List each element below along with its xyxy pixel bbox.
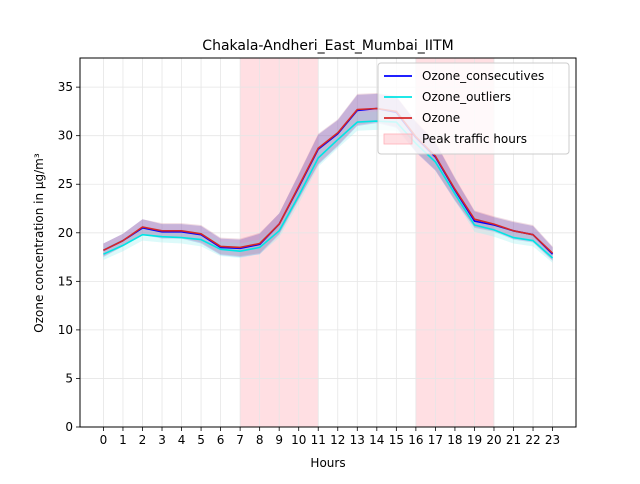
x-tick-label: 7 (236, 433, 244, 447)
y-tick-label: 10 (58, 323, 73, 337)
legend-label: Peak traffic hours (422, 132, 527, 146)
x-tick-label: 10 (291, 433, 306, 447)
y-tick-label: 15 (58, 274, 73, 288)
x-tick-label: 18 (447, 433, 462, 447)
y-tick-label: 30 (58, 129, 73, 143)
x-tick-label: 0 (100, 433, 108, 447)
x-tick-label: 11 (311, 433, 326, 447)
x-tick-label: 19 (467, 433, 482, 447)
x-tick-label: 1 (119, 433, 127, 447)
x-tick-label: 12 (330, 433, 345, 447)
x-tick-label: 14 (369, 433, 384, 447)
x-tick-label: 5 (197, 433, 205, 447)
x-tick-label: 2 (139, 433, 147, 447)
chart-title: Chakala-Andheri_East_Mumbai_IITM (202, 38, 453, 54)
y-tick-label: 20 (58, 226, 73, 240)
x-tick-label: 9 (275, 433, 283, 447)
legend: Ozone_consecutives Ozone_outliers Ozone Pea… (378, 63, 569, 154)
y-axis-label: Ozone concentration in µg/m³ (32, 153, 46, 333)
legend-swatch (384, 134, 412, 144)
x-tick-label: 16 (408, 433, 423, 447)
y-tick-label: 35 (58, 80, 73, 94)
x-tick-label: 4 (178, 433, 186, 447)
x-tick-label: 21 (506, 433, 521, 447)
x-tick-label: 15 (389, 433, 404, 447)
x-tick-label: 22 (525, 433, 540, 447)
legend-label: Ozone (422, 111, 460, 125)
legend-label: Ozone_outliers (422, 90, 511, 104)
y-tick-label: 5 (65, 371, 73, 385)
x-tick-label: 17 (428, 433, 443, 447)
y-tick-label: 25 (58, 177, 73, 191)
x-tick-label: 3 (158, 433, 166, 447)
x-tick-label: 8 (256, 433, 264, 447)
legend-label: Ozone_consecutives (422, 69, 544, 83)
x-axis-label: Hours (310, 456, 345, 470)
x-tick-label: 23 (545, 433, 560, 447)
x-tick-label: 20 (486, 433, 501, 447)
y-tick-label: 0 (65, 420, 73, 434)
x-tick-label: 6 (217, 433, 225, 447)
x-tick-label: 13 (350, 433, 365, 447)
